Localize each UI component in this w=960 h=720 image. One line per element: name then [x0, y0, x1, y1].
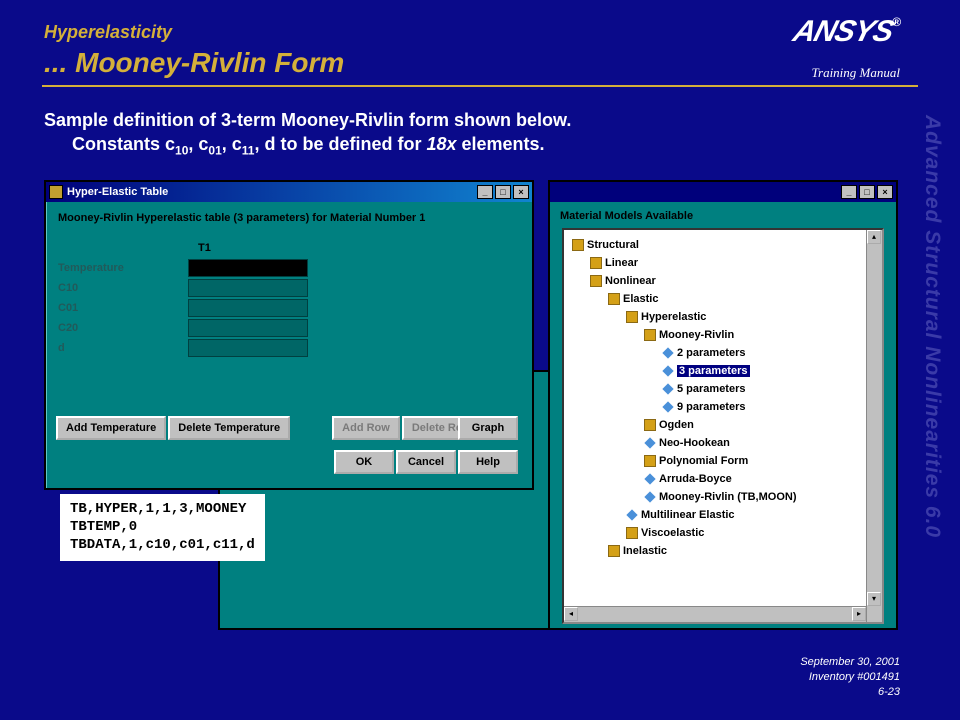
row-label: C10 — [58, 282, 188, 294]
add-row-button[interactable]: Add Row — [332, 416, 400, 440]
tree-node-2-parameters[interactable]: 2 parameters — [568, 344, 878, 362]
cell-c10[interactable] — [188, 279, 308, 297]
cell-d[interactable] — [188, 339, 308, 357]
scrollbar-horizontal[interactable]: ◂ ▸ — [564, 606, 866, 622]
slide-header: Hyperelasticity ... Mooney-Rivlin Form — [44, 22, 344, 79]
tree-view[interactable]: Structural Linear Nonlinear Elastic Hype… — [562, 228, 884, 624]
row-label: C20 — [58, 322, 188, 334]
close-icon[interactable]: × — [513, 185, 529, 199]
scroll-up-icon[interactable]: ▴ — [867, 230, 881, 244]
add-temperature-button[interactable]: Add Temperature — [56, 416, 166, 440]
tree-node-multilinear-elastic[interactable]: Multilinear Elastic — [568, 506, 878, 524]
maximize-icon[interactable]: □ — [495, 185, 511, 199]
minimize-icon[interactable]: _ — [477, 185, 493, 199]
tree-node-linear[interactable]: Linear — [568, 254, 878, 272]
tree-node-polynomial-form[interactable]: Polynomial Form — [568, 452, 878, 470]
tree-node-mooney-rivlin[interactable]: Mooney-Rivlin — [568, 326, 878, 344]
tree-node-mooney-rivlin-tbmoon[interactable]: Mooney-Rivlin (TB,MOON) — [568, 488, 878, 506]
tree-node-neo-hookean[interactable]: Neo-Hookean — [568, 434, 878, 452]
table-area: T1 Temperature C10 C01 C20 d — [46, 242, 532, 358]
header-small: Hyperelasticity — [44, 22, 344, 43]
cell-temperature[interactable] — [188, 259, 308, 277]
close-icon[interactable]: × — [877, 185, 893, 199]
hyper-elastic-dialog: Hyper-Elastic Table _ □ × Mooney-Rivlin … — [44, 180, 534, 490]
dialog-subtitle: Mooney-Rivlin Hyperelastic table (3 para… — [46, 202, 532, 242]
header-big: ... Mooney-Rivlin Form — [44, 47, 344, 79]
row-label: C01 — [58, 302, 188, 314]
row-label: d — [58, 342, 188, 354]
training-manual-label: Training Manual — [812, 65, 901, 81]
tree-node-elastic[interactable]: Elastic — [568, 290, 878, 308]
minimize-icon[interactable]: _ — [841, 185, 857, 199]
dialog-titlebar[interactable]: Hyper-Elastic Table _ □ × — [46, 182, 532, 202]
footer: September 30, 2001 Inventory #001491 6-2… — [800, 655, 900, 700]
tree-node-hyperelastic[interactable]: Hyperelastic — [568, 308, 878, 326]
tree-node-ogden[interactable]: Ogden — [568, 416, 878, 434]
cancel-button[interactable]: Cancel — [396, 450, 456, 474]
app-icon — [49, 185, 63, 199]
dialog-title: Hyper-Elastic Table — [67, 186, 168, 198]
cell-c01[interactable] — [188, 299, 308, 317]
scroll-right-icon[interactable]: ▸ — [852, 607, 866, 621]
scroll-down-icon[interactable]: ▾ — [867, 592, 881, 606]
help-button[interactable]: Help — [458, 450, 518, 474]
tree-node-inelastic[interactable]: Inelastic — [568, 542, 878, 560]
tree-titlebar[interactable]: _ □ × — [550, 182, 896, 202]
maximize-icon[interactable]: □ — [859, 185, 875, 199]
ok-button[interactable]: OK — [334, 450, 394, 474]
divider — [42, 85, 918, 87]
scroll-left-icon[interactable]: ◂ — [564, 607, 578, 621]
body-text: Sample definition of 3-term Mooney-Rivli… — [44, 108, 824, 159]
tree-node-nonlinear[interactable]: Nonlinear — [568, 272, 878, 290]
col-header-t1: T1 — [198, 242, 520, 254]
tree-node-arruda-boyce[interactable]: Arruda-Boyce — [568, 470, 878, 488]
ansys-logo: ANSYS® — [794, 15, 900, 49]
tree-node-5-parameters[interactable]: 5 parameters — [568, 380, 878, 398]
material-models-panel: _ □ × Material Models Available Structur… — [548, 180, 898, 630]
side-title: Advanced Structural Nonlinearities 6.0 — [920, 115, 944, 675]
scrollbar-vertical[interactable]: ▴ ▾ — [866, 230, 882, 622]
tree-node-9-parameters[interactable]: 9 parameters — [568, 398, 878, 416]
tree-node-structural[interactable]: Structural — [568, 236, 878, 254]
tree-title: Material Models Available — [550, 202, 896, 228]
tree-node-3-parameters[interactable]: 3 parameters — [568, 362, 878, 380]
code-snippet: TB,HYPER,1,1,3,MOONEY TBTEMP,0 TBDATA,1,… — [60, 494, 265, 561]
row-label: Temperature — [58, 262, 188, 274]
cell-c20[interactable] — [188, 319, 308, 337]
graph-button[interactable]: Graph — [458, 416, 518, 440]
delete-temperature-button[interactable]: Delete Temperature — [168, 416, 290, 440]
tree-node-viscoelastic[interactable]: Viscoelastic — [568, 524, 878, 542]
